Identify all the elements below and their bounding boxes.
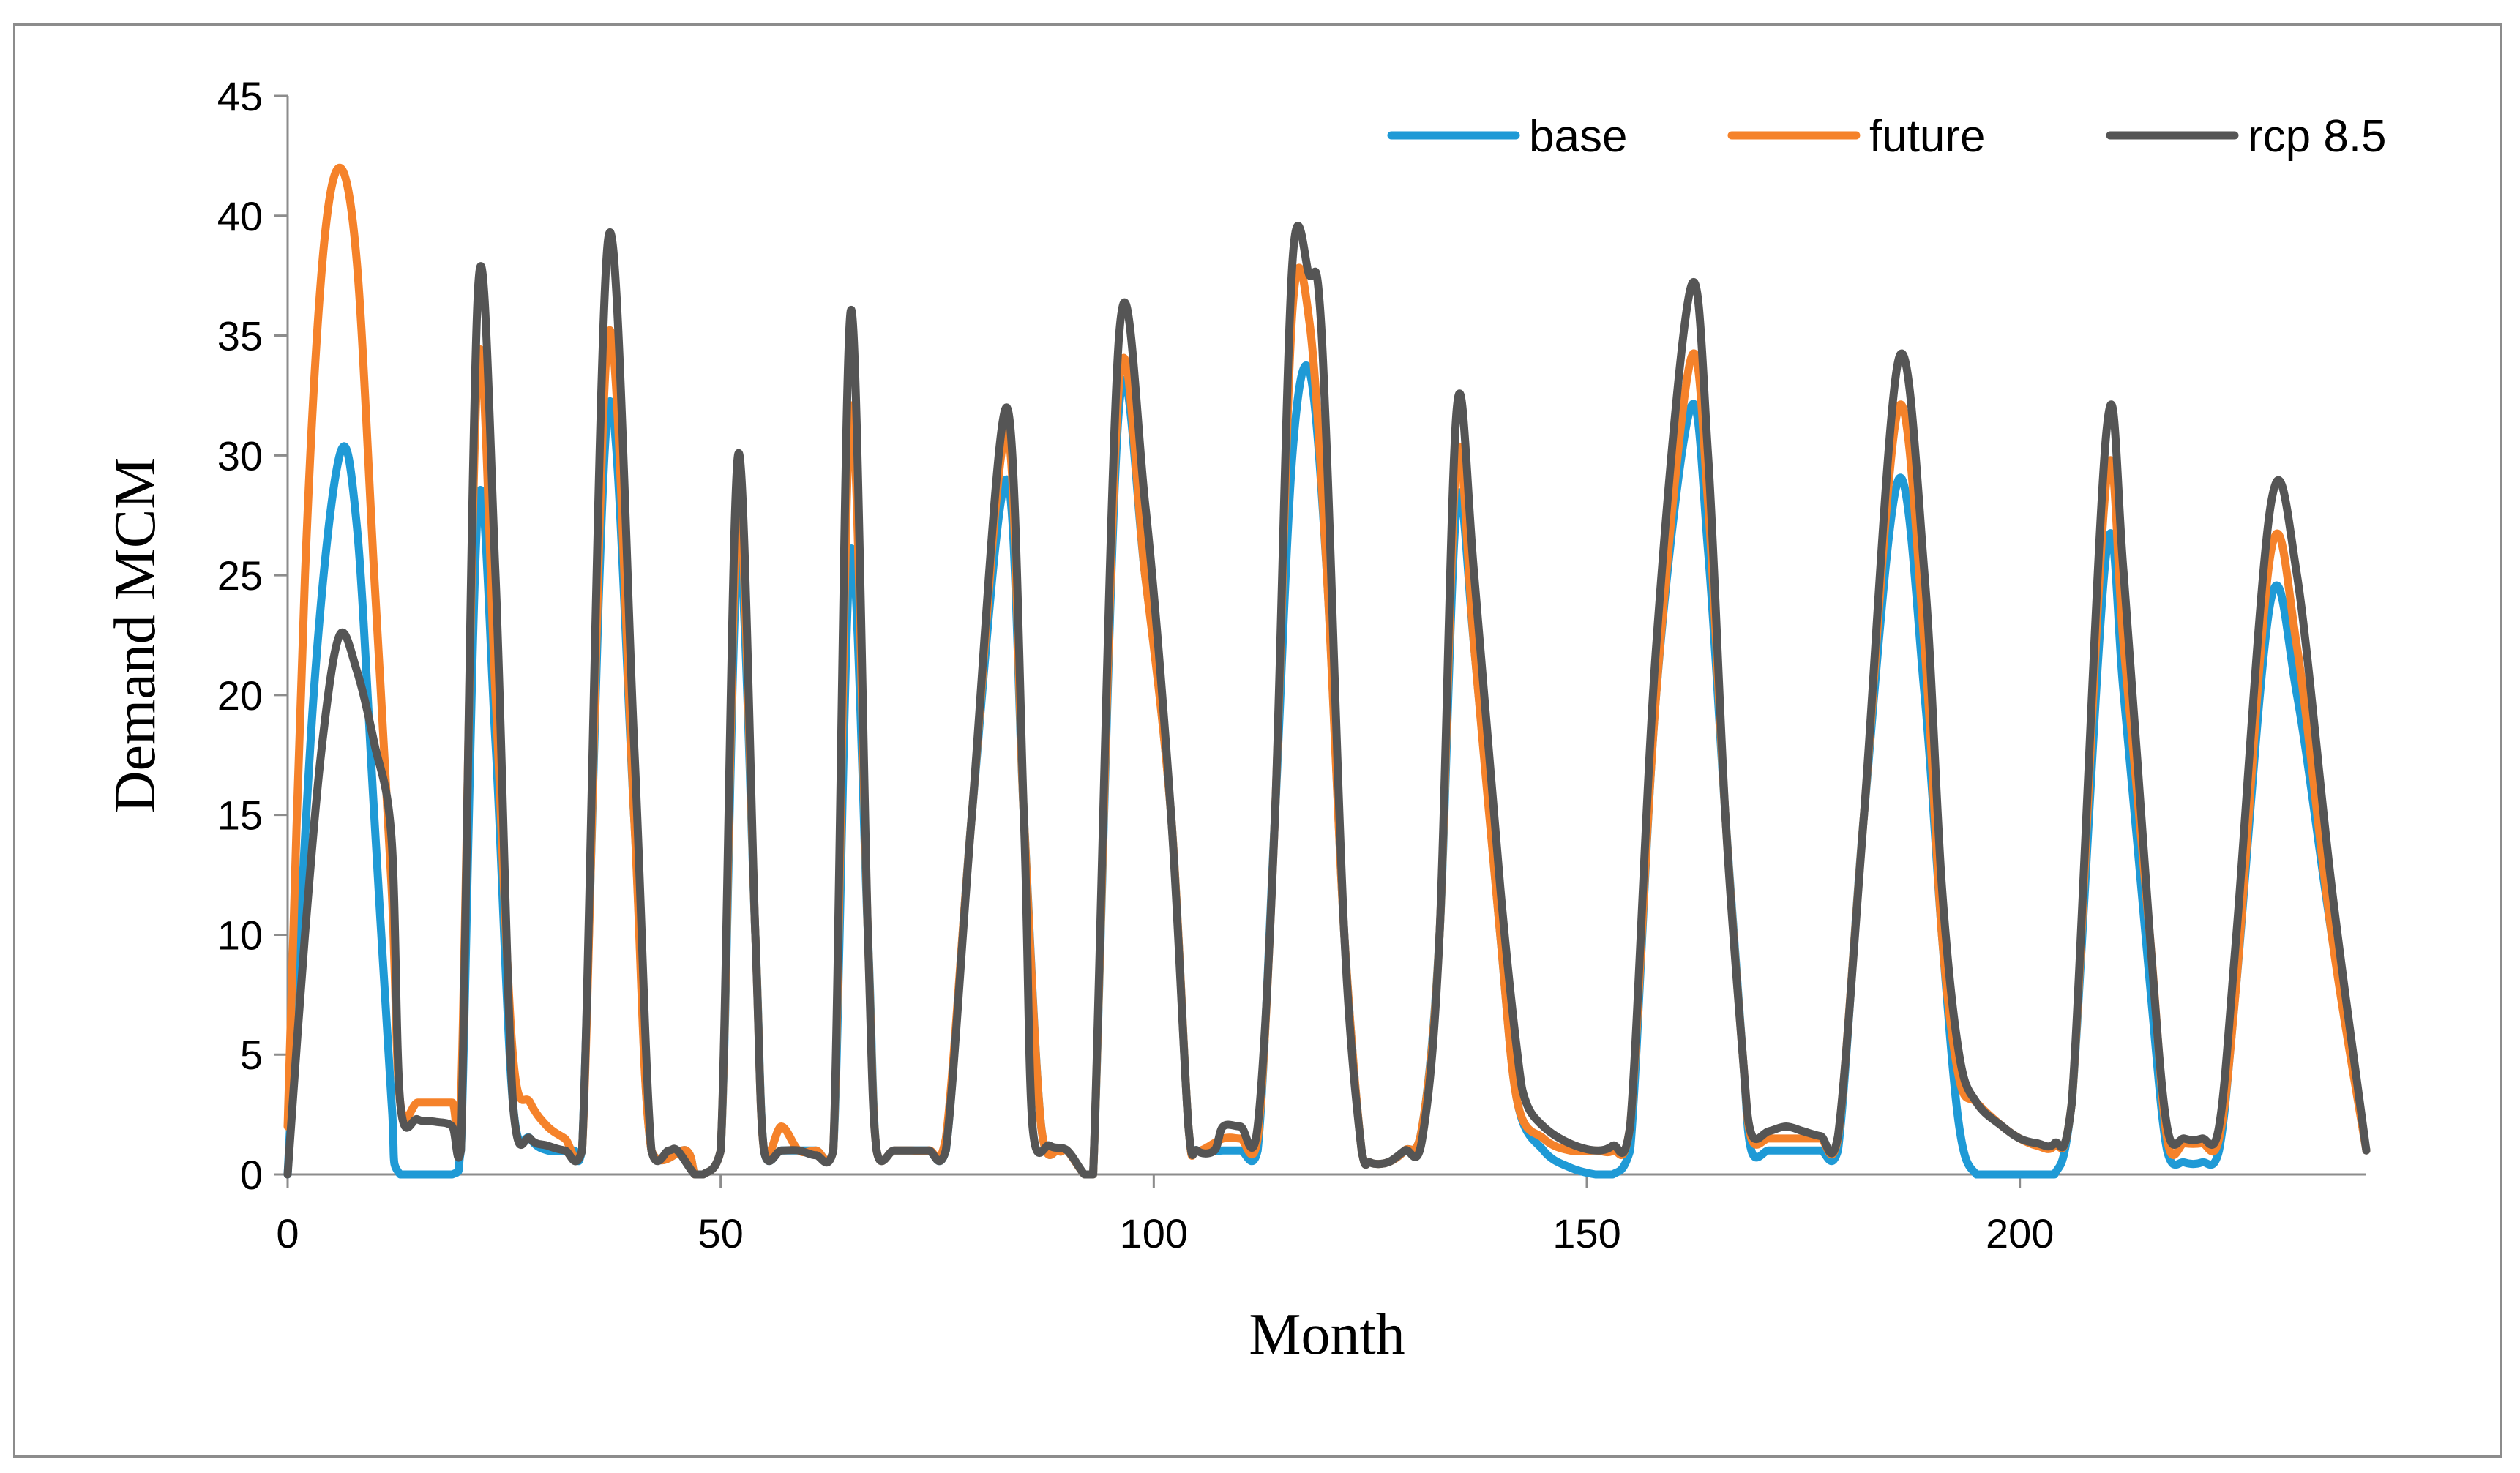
y-tick-label: 45 (217, 73, 263, 119)
y-tick-label: 0 (240, 1152, 263, 1198)
y-tick-label: 10 (217, 912, 263, 958)
y-tick-label: 35 (217, 313, 263, 359)
series-line-future (283, 163, 2371, 1179)
y-tick-label: 15 (217, 792, 263, 839)
x-tick-label: 200 (1986, 1210, 2054, 1256)
chart-frame: 0 5 10 15 20 25 30 35 40 45 0 50 100 150 200 Month Dem… (13, 23, 2502, 1458)
legend-label-future: future (1869, 111, 1986, 162)
y-tick-label: 20 (217, 672, 263, 719)
series-lines (283, 163, 2371, 1179)
y-tick-label: 30 (217, 432, 263, 479)
legend-label-base: base (1529, 111, 1627, 162)
x-tick-label: 50 (698, 1210, 744, 1256)
x-axis-title: Month (1249, 1303, 1405, 1367)
x-tick-label: 0 (276, 1210, 299, 1256)
series-line-rcp-8-5 (283, 222, 2371, 1179)
demand-line-chart: 0 5 10 15 20 25 30 35 40 45 0 50 100 150 200 Month Dem… (103, 73, 2387, 1367)
x-tick-label: 100 (1120, 1210, 1188, 1256)
legend-label-rcp-8-5: rcp 8.5 (2248, 111, 2387, 162)
y-tick-label: 40 (217, 193, 263, 239)
x-tick-label: 150 (1552, 1210, 1620, 1256)
y-axis-title: Demand MCM (103, 457, 168, 814)
legend: base future rcp 8.5 (1387, 111, 2387, 162)
y-tick-label: 5 (240, 1032, 263, 1078)
y-tick-label: 25 (217, 552, 263, 599)
ticks: 0 5 10 15 20 25 30 35 40 45 0 50 100 150 200 (217, 73, 2054, 1256)
